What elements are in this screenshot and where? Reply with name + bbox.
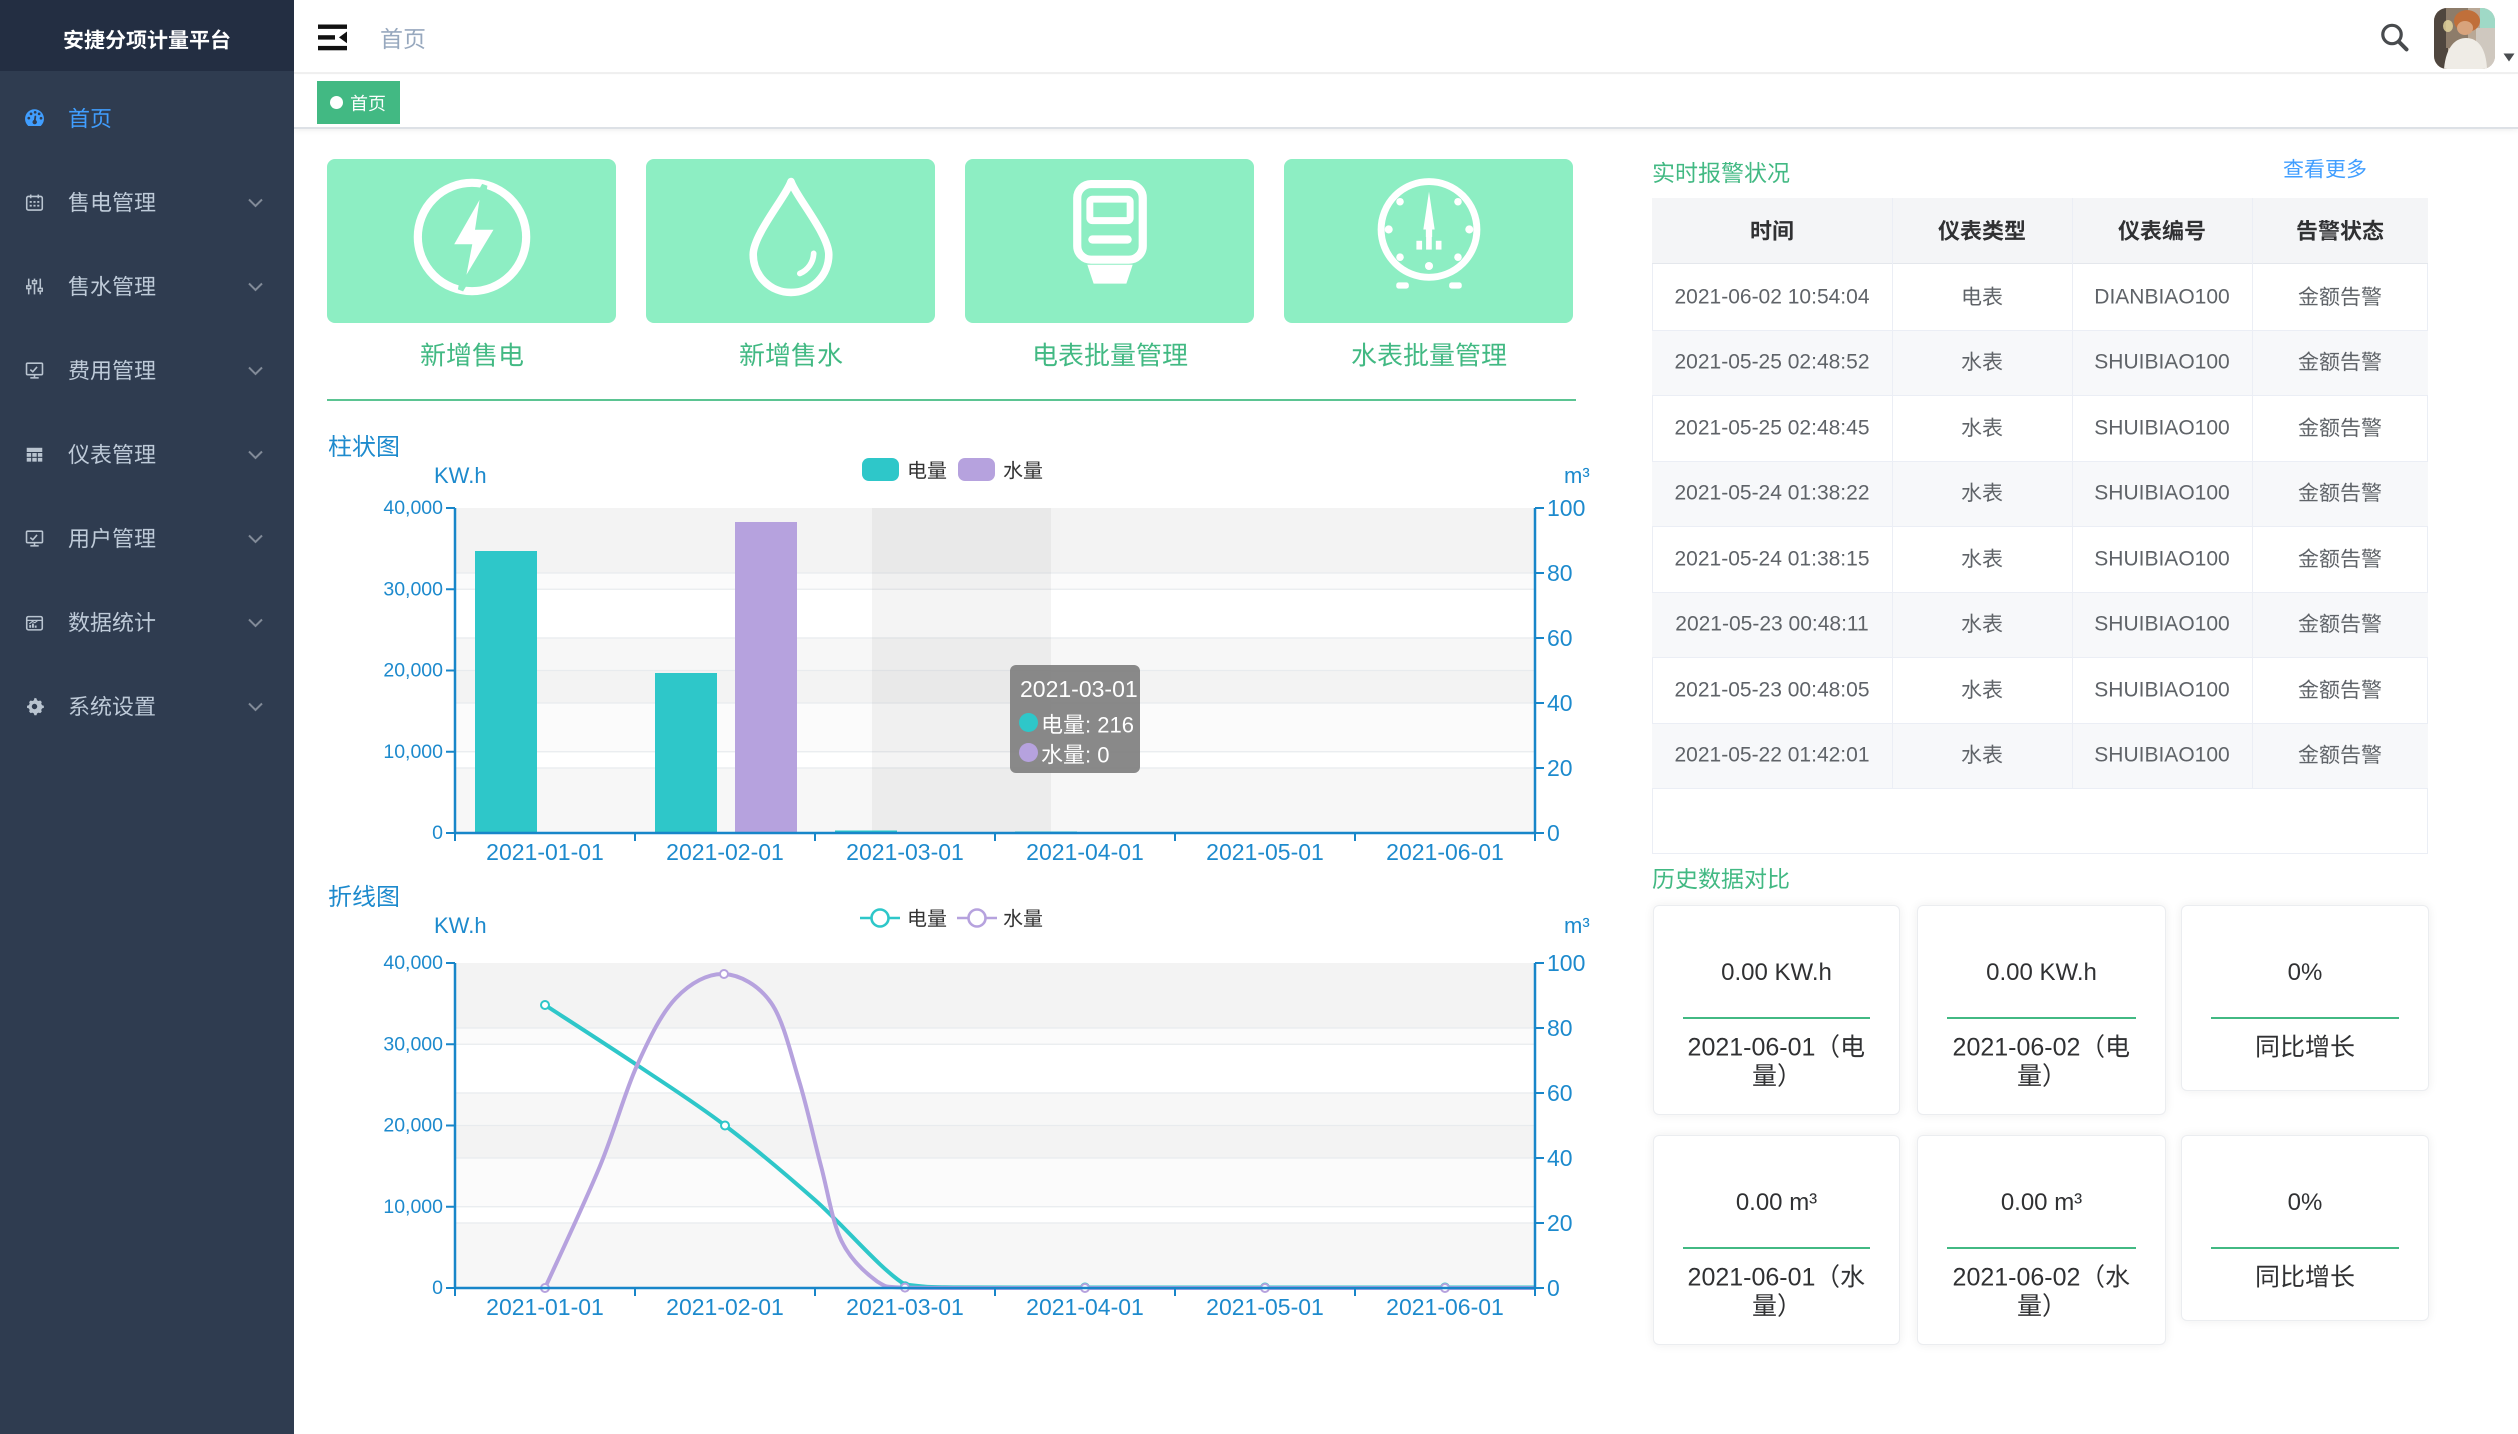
svg-text:2021-03-01: 2021-03-01 — [846, 839, 964, 865]
svg-text:10,000: 10,000 — [383, 1196, 443, 1218]
svg-text:0: 0 — [432, 822, 443, 844]
svg-text:2021-06-01: 2021-06-01 — [1386, 839, 1504, 865]
svg-text:30,000: 30,000 — [383, 1033, 443, 1055]
svg-text:2021-01-01: 2021-01-01 — [486, 1294, 604, 1320]
svg-text:20: 20 — [1547, 1210, 1573, 1236]
svg-text:2021-05-01: 2021-05-01 — [1206, 839, 1324, 865]
svg-text:60: 60 — [1547, 625, 1573, 651]
svg-text:20,000: 20,000 — [383, 1115, 443, 1137]
svg-text:40,000: 40,000 — [383, 952, 443, 974]
svg-text:0: 0 — [1547, 1275, 1560, 1301]
svg-text:2021-06-01: 2021-06-01 — [1386, 1294, 1504, 1320]
svg-text:10,000: 10,000 — [383, 741, 443, 763]
svg-text:60: 60 — [1547, 1080, 1573, 1106]
svg-text:20,000: 20,000 — [383, 660, 443, 682]
svg-text:2021-05-01: 2021-05-01 — [1206, 1294, 1324, 1320]
svg-text:80: 80 — [1547, 1015, 1573, 1041]
svg-text:30,000: 30,000 — [383, 578, 443, 600]
svg-text:2021-04-01: 2021-04-01 — [1026, 839, 1144, 865]
svg-text:100: 100 — [1547, 950, 1585, 976]
svg-text:2021-03-01: 2021-03-01 — [846, 1294, 964, 1320]
svg-text:100: 100 — [1547, 495, 1585, 521]
svg-text:2021-01-01: 2021-01-01 — [486, 839, 604, 865]
svg-text:2021-04-01: 2021-04-01 — [1026, 1294, 1144, 1320]
svg-text:2021-02-01: 2021-02-01 — [666, 1294, 784, 1320]
svg-text:20: 20 — [1547, 755, 1573, 781]
svg-text:40: 40 — [1547, 1145, 1573, 1171]
svg-text:80: 80 — [1547, 560, 1573, 586]
svg-text:40,000: 40,000 — [383, 497, 443, 519]
svg-text:0: 0 — [1547, 820, 1560, 846]
svg-text:40: 40 — [1547, 690, 1573, 716]
svg-text:2021-02-01: 2021-02-01 — [666, 839, 784, 865]
svg-text:0: 0 — [432, 1277, 443, 1299]
